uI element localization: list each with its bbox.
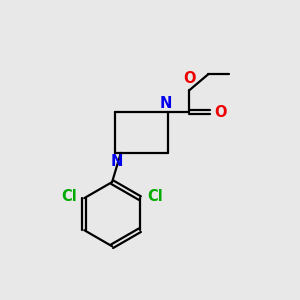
- Text: Cl: Cl: [147, 189, 163, 204]
- Text: N: N: [110, 154, 123, 169]
- Text: Cl: Cl: [61, 189, 77, 204]
- Text: N: N: [160, 96, 172, 111]
- Text: O: O: [183, 71, 196, 86]
- Text: O: O: [214, 105, 227, 120]
